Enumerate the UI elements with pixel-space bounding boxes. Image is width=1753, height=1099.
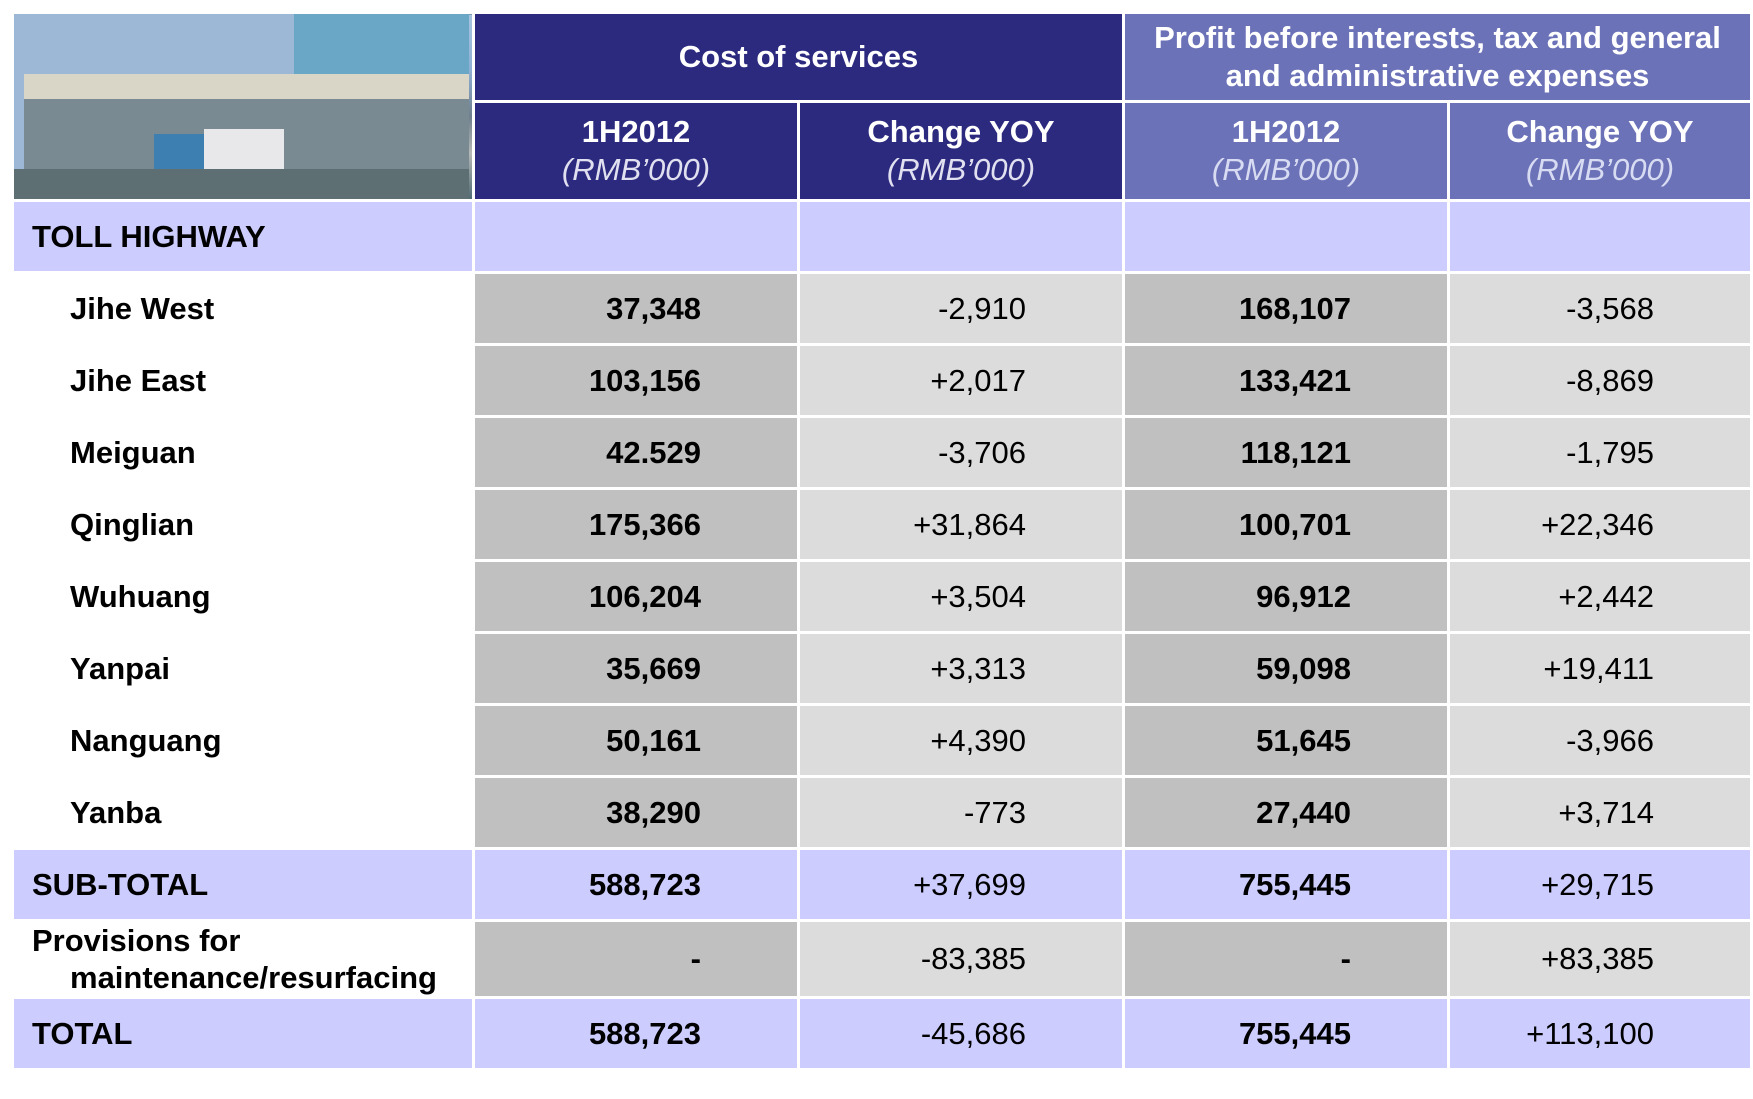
cell: -3,706 (799, 417, 1124, 489)
group-header: Profit before interests, tax and general… (1124, 13, 1752, 102)
cell: +22,346 (1449, 489, 1752, 561)
cell: 755,445 (1124, 849, 1449, 921)
row-label: Meiguan (13, 417, 474, 489)
section-label: TOLL HIGHWAY (13, 201, 474, 273)
cell: -2,910 (799, 273, 1124, 345)
cell: 103,156 (474, 345, 799, 417)
cell: 100,701 (1124, 489, 1449, 561)
column-header: Change YOY(RMB’000) (799, 102, 1124, 201)
cell: +3,504 (799, 561, 1124, 633)
cell: - (1124, 921, 1449, 998)
cell: -773 (799, 777, 1124, 849)
row-label: SUB-TOTAL (13, 849, 474, 921)
column-unit: (RMB’000) (800, 151, 1122, 189)
column-unit: (RMB’000) (475, 151, 797, 189)
row-label: Yanba (13, 777, 474, 849)
column-period: Change YOY (800, 113, 1122, 151)
cell: +3,714 (1449, 777, 1752, 849)
cell: 51,645 (1124, 705, 1449, 777)
cell: -83,385 (799, 921, 1124, 998)
cell: -1,795 (1449, 417, 1752, 489)
column-period: 1H2012 (1125, 113, 1447, 151)
cell: -45,686 (799, 998, 1124, 1070)
column-period: Change YOY (1450, 113, 1750, 151)
cell: 755,445 (1124, 998, 1449, 1070)
cell: 38,290 (474, 777, 799, 849)
cell: - (474, 921, 799, 998)
cell: 35,669 (474, 633, 799, 705)
column-header: 1H2012(RMB’000) (1124, 102, 1449, 201)
cell: +3,313 (799, 633, 1124, 705)
cell: 175,366 (474, 489, 799, 561)
page: Cost of services Profit before interests… (0, 0, 1753, 1099)
cell: 42.529 (474, 417, 799, 489)
column-period: 1H2012 (475, 113, 797, 151)
row-label: Wuhuang (13, 561, 474, 633)
cell: 133,421 (1124, 345, 1449, 417)
cell: 588,723 (474, 849, 799, 921)
row-label: TOTAL (13, 998, 474, 1070)
cell: 27,440 (1124, 777, 1449, 849)
empty-cell (474, 201, 799, 273)
row-label: Jihe East (13, 345, 474, 417)
row-label: Nanguang (13, 705, 474, 777)
row-label: Jihe West (13, 273, 474, 345)
group-header: Cost of services (474, 13, 1124, 102)
cell: +4,390 (799, 705, 1124, 777)
empty-cell (1449, 201, 1752, 273)
cell: -3,568 (1449, 273, 1752, 345)
row: Provisions for maintenance/resurfacing--… (13, 921, 1752, 998)
column-unit: (RMB’000) (1450, 151, 1750, 189)
photo (13, 13, 474, 201)
photo-art (14, 14, 469, 199)
cell: 96,912 (1124, 561, 1449, 633)
row-label: Provisions for maintenance/resurfacing (13, 921, 474, 998)
column-unit: (RMB’000) (1125, 151, 1447, 189)
cell: 59,098 (1124, 633, 1449, 705)
cell: 588,723 (474, 998, 799, 1070)
cell: -3,966 (1449, 705, 1752, 777)
section-row: TOLL HIGHWAY (13, 201, 1752, 273)
cell: +19,411 (1449, 633, 1752, 705)
cell: 37,348 (474, 273, 799, 345)
cell: +113,100 (1449, 998, 1752, 1070)
row-label: Qinglian (13, 489, 474, 561)
results-table: Cost of services Profit before interests… (11, 11, 1753, 1071)
cell: +31,864 (799, 489, 1124, 561)
column-header: Change YOY(RMB’000) (1449, 102, 1752, 201)
empty-cell (799, 201, 1124, 273)
cell: 168,107 (1124, 273, 1449, 345)
cell: +2,442 (1449, 561, 1752, 633)
table-body: Cost of services Profit before interests… (13, 13, 1752, 1070)
cell: -8,869 (1449, 345, 1752, 417)
cell: 118,121 (1124, 417, 1449, 489)
empty-cell (1124, 201, 1449, 273)
cell: +37,699 (799, 849, 1124, 921)
cell: +29,715 (1449, 849, 1752, 921)
cell: 106,204 (474, 561, 799, 633)
cell: 50,161 (474, 705, 799, 777)
header-row: Cost of services Profit before interests… (13, 13, 1752, 102)
cell: +2,017 (799, 345, 1124, 417)
row-label: Yanpai (13, 633, 474, 705)
column-header: 1H2012(RMB’000) (474, 102, 799, 201)
cell: +83,385 (1449, 921, 1752, 998)
